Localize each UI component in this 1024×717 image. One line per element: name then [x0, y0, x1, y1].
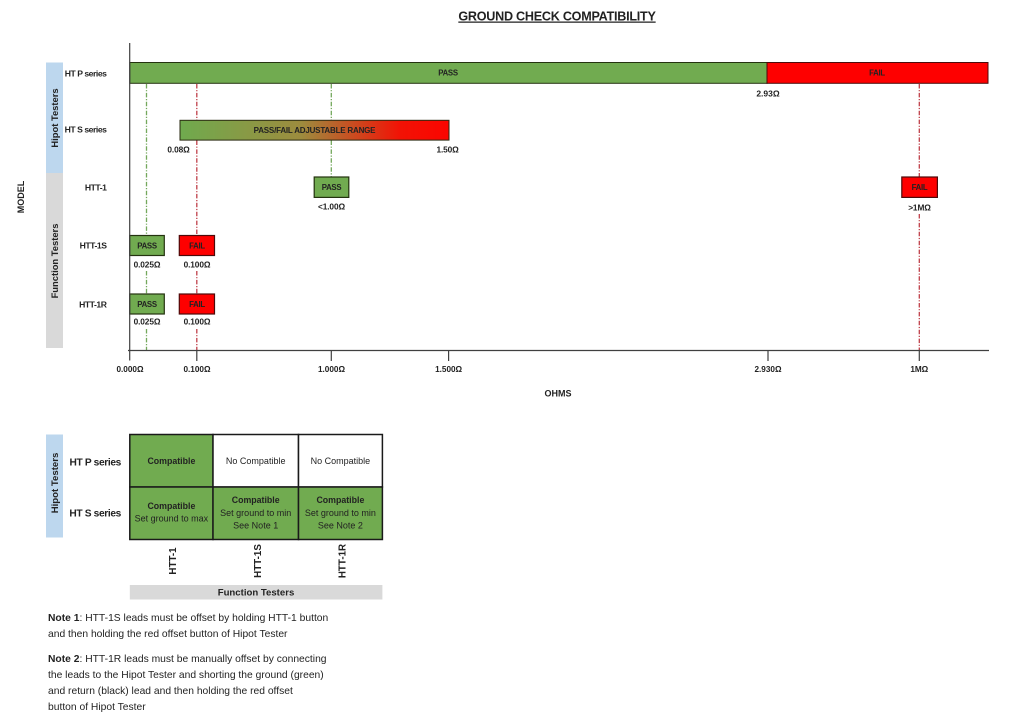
svg-text:See Note 1: See Note 1: [233, 521, 278, 531]
svg-text:Compatible: Compatible: [316, 495, 364, 505]
svg-text:PASS: PASS: [137, 300, 157, 309]
svg-text:1.000Ω: 1.000Ω: [318, 365, 345, 374]
svg-text:HTT-1S: HTT-1S: [80, 241, 108, 251]
svg-text:HTT-1R: HTT-1R: [338, 544, 349, 578]
svg-text:Function Testers: Function Testers: [218, 588, 295, 599]
svg-text:Compatible: Compatible: [232, 495, 280, 505]
svg-text:No Compatible: No Compatible: [226, 456, 286, 466]
svg-text:HT P series: HT P series: [70, 458, 122, 469]
svg-text:0.100Ω: 0.100Ω: [184, 317, 211, 327]
svg-text:See Note 2: See Note 2: [318, 521, 363, 531]
svg-text:Compatible: Compatible: [147, 501, 195, 511]
svg-text:FAIL: FAIL: [189, 300, 205, 309]
svg-text:HT P series: HT P series: [65, 69, 107, 79]
svg-text:GROUND CHECK COMPATIBILITY: GROUND CHECK COMPATIBILITY: [458, 10, 656, 24]
svg-text:1MΩ: 1MΩ: [910, 365, 928, 374]
svg-text:No Compatible: No Compatible: [311, 456, 371, 466]
svg-text:PASS: PASS: [438, 69, 458, 78]
svg-text:FAIL: FAIL: [189, 241, 205, 250]
svg-text:HT S series: HT S series: [65, 125, 108, 135]
svg-text:and return (black) lead and th: and return (black) lead and then holding…: [48, 686, 293, 697]
svg-text:PASS: PASS: [322, 183, 342, 192]
svg-text:0.100Ω: 0.100Ω: [183, 365, 210, 374]
svg-text:1.50Ω: 1.50Ω: [436, 145, 459, 155]
svg-text:>1MΩ: >1MΩ: [908, 203, 931, 213]
svg-text:PASS: PASS: [137, 241, 157, 250]
svg-text:Note 1: HTT-1S leads must be o: Note 1: HTT-1S leads must be offset by h…: [48, 613, 329, 624]
svg-text:1.500Ω: 1.500Ω: [435, 365, 462, 374]
svg-text:Set ground to max: Set ground to max: [135, 514, 209, 524]
svg-text:0.08Ω: 0.08Ω: [167, 145, 190, 155]
svg-text:Set ground to min: Set ground to min: [220, 508, 291, 518]
svg-text:PASS/FAIL ADJUSTABLE RANGE: PASS/FAIL ADJUSTABLE RANGE: [254, 126, 376, 135]
svg-text:0.025Ω: 0.025Ω: [134, 260, 161, 270]
svg-text:HTT-1: HTT-1: [85, 183, 107, 193]
svg-text:2.930Ω: 2.930Ω: [754, 365, 781, 374]
svg-text:and then holding the red offse: and then holding the red offset button o…: [48, 629, 288, 640]
svg-text:HTT-1S: HTT-1S: [253, 544, 264, 578]
svg-text:OHMS: OHMS: [545, 389, 572, 399]
svg-text:Hipot Testers: Hipot Testers: [50, 453, 61, 514]
svg-text:FAIL: FAIL: [869, 69, 885, 78]
svg-text:Function Testers: Function Testers: [49, 224, 60, 299]
svg-text:HT S series: HT S series: [69, 509, 121, 520]
svg-text:FAIL: FAIL: [912, 183, 928, 192]
svg-text:Compatible: Compatible: [147, 456, 195, 466]
svg-text:0.100Ω: 0.100Ω: [184, 260, 211, 270]
svg-text:MODEL: MODEL: [16, 180, 26, 213]
svg-text:HTT-1: HTT-1: [168, 547, 179, 575]
svg-text:0.025Ω: 0.025Ω: [134, 317, 161, 327]
svg-text:the leads to the Hipot Tester: the leads to the Hipot Tester and shorti…: [48, 670, 324, 681]
svg-text:<1.00Ω: <1.00Ω: [318, 202, 345, 212]
svg-text:Hipot Testers: Hipot Testers: [49, 88, 60, 147]
svg-text:2.93Ω: 2.93Ω: [756, 89, 780, 99]
svg-text:button of Hipot Tester: button of Hipot Tester: [48, 702, 146, 713]
svg-text:Set ground to min: Set ground to min: [305, 508, 376, 518]
svg-text:0.000Ω: 0.000Ω: [116, 365, 143, 374]
svg-text:HTT-1R: HTT-1R: [79, 300, 108, 310]
svg-text:Note 2: HTT-1R leads must be m: Note 2: HTT-1R leads must be manually of…: [48, 654, 327, 665]
